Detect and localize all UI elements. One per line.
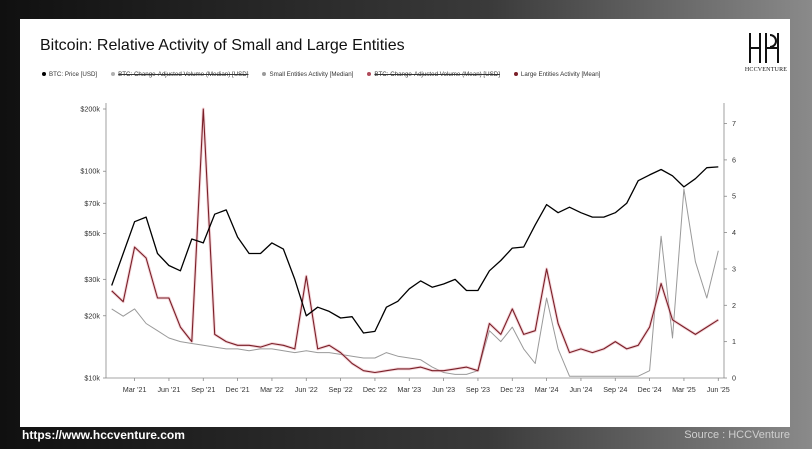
hccventure-logo: HCCVENTURE <box>744 30 788 82</box>
legend-marker-icon <box>42 72 46 76</box>
legend-marker-icon <box>111 72 116 76</box>
y-right-tick-label: 7 <box>732 119 736 128</box>
series-large-entities <box>111 108 719 374</box>
x-tick-label: Dec '23 <box>500 385 524 394</box>
x-tick-label: Mar '25 <box>672 385 696 394</box>
series-small-entities <box>111 188 719 377</box>
x-tick-label: Sep '23 <box>466 385 490 394</box>
x-tick-label: Dec '24 <box>638 385 662 394</box>
chart-title: Bitcoin: Relative Activity of Small and … <box>40 37 405 54</box>
y-right-tick-label: 3 <box>732 264 736 273</box>
x-tick-label: Jun '25 <box>707 385 730 394</box>
x-tick-label: Sep '24 <box>603 385 627 394</box>
legend-marker-icon <box>367 72 372 76</box>
footer-source: Source : HCCVenture <box>684 429 790 441</box>
y-right-tick-label: 2 <box>732 301 736 310</box>
x-tick-label: Jun '24 <box>569 385 592 394</box>
y-left-tick-label: $30k <box>84 275 100 284</box>
y-right-tick-label: 6 <box>732 155 736 164</box>
series-btc-price <box>111 166 719 334</box>
legend-marker-icon <box>262 72 267 76</box>
chart-plot: $10k $20k $30k $50k $70k $100k $200k 0 1 2 3 4 5 6 7 Ma… <box>80 103 736 394</box>
x-tick-label: Mar '21 <box>123 385 147 394</box>
y-left-tick-label: $100k <box>80 167 100 176</box>
x-tick-label: Jun '23 <box>432 385 455 394</box>
x-tick-label: Sep '22 <box>329 385 353 394</box>
y-right-tick-label: 5 <box>732 192 736 201</box>
logo-mark-icon <box>749 33 779 63</box>
x-tick-label: Jun '22 <box>295 385 318 394</box>
legend-label: BTC: Change-Adjusted Volume (Mean) [USD] <box>374 70 500 78</box>
legend-label: BTC: Change-Adjusted Volume (Median) [US… <box>118 70 249 78</box>
legend-item[interactable]: Large Entities Activity [Mean] <box>513 70 601 78</box>
y-right-tick-label: 1 <box>732 337 736 346</box>
logo-text: HCCVENTURE <box>744 67 788 73</box>
x-tick-label: Mar '22 <box>260 385 284 394</box>
series-large-entities-band <box>110 107 720 374</box>
x-tick-label: Dec '22 <box>363 385 387 394</box>
y-left-tick-label: $20k <box>84 311 100 320</box>
legend-marker-icon <box>513 72 518 76</box>
y-left-tick-label: $50k <box>84 229 100 238</box>
chart-card: Bitcoin: Relative Activity of Small and … <box>20 19 790 427</box>
y-left-tick-label: $70k <box>84 199 100 208</box>
legend-label: Large Entities Activity [Mean] <box>520 70 601 78</box>
x-tick-label: Dec '21 <box>226 385 250 394</box>
legend-label: BTC: Price [USD] <box>49 70 98 78</box>
legend-item[interactable]: BTC: Price [USD] <box>42 71 97 78</box>
x-tick-label: Mar '23 <box>397 385 421 394</box>
x-tick-label: Jun '21 <box>157 385 180 394</box>
y-left-tick-label: $200k <box>80 105 100 114</box>
legend-label: Small Entities Activity [Median] <box>269 70 354 78</box>
x-tick-label: Mar '24 <box>535 385 559 394</box>
x-tick-label: Sep '21 <box>191 385 215 394</box>
chart-legend: BTC: Price [USD] BTC: Change-Adjusted Vol… <box>42 68 600 80</box>
y-left-tick-label: $10k <box>84 374 100 383</box>
footer-url[interactable]: https://www.hccventure.com <box>22 428 185 442</box>
y-right-tick-label: 0 <box>732 374 736 383</box>
legend-item[interactable]: BTC: Change-Adjusted Volume (Mean) [USD] <box>367 71 500 78</box>
legend-item[interactable]: Small Entities Activity [Median] <box>262 71 353 78</box>
legend-item[interactable]: BTC: Change-Adjusted Volume (Median) [US… <box>111 71 248 78</box>
y-right-tick-label: 4 <box>732 228 736 237</box>
